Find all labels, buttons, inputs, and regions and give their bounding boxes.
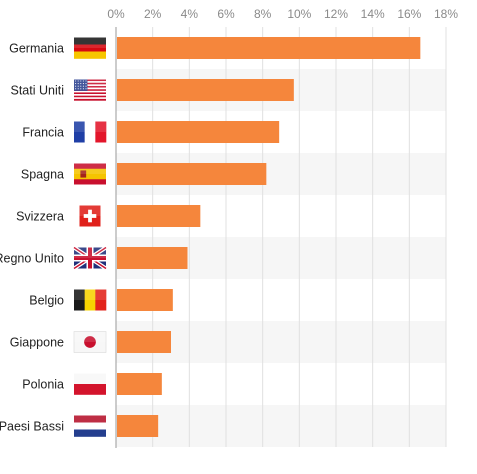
category-label: Francia bbox=[22, 126, 64, 140]
category-label: Polonia bbox=[22, 378, 64, 392]
category-labels: Germania Stati Uniti Francia Spagna Svizzera… bbox=[0, 42, 64, 434]
flag-france-icon bbox=[74, 121, 107, 143]
category-label: Regno Unito bbox=[0, 252, 64, 266]
x-tick-label: 10% bbox=[287, 7, 311, 21]
bar-regno-unito bbox=[117, 247, 188, 269]
category-label: Giappone bbox=[10, 336, 64, 350]
category-label: Svizzera bbox=[16, 210, 64, 224]
x-tick-label: 4% bbox=[181, 7, 199, 21]
flag-uk-icon bbox=[72, 245, 108, 271]
bar-svizzera bbox=[117, 205, 201, 227]
category-label: Paesi Bassi bbox=[0, 420, 64, 434]
bar-francia bbox=[117, 121, 280, 143]
row-bands bbox=[116, 69, 446, 447]
flag-poland-icon bbox=[74, 373, 106, 395]
category-label: Germania bbox=[9, 42, 64, 56]
bar-giappone bbox=[117, 331, 171, 353]
x-tick-label: 18% bbox=[434, 7, 458, 21]
bar-paesi-bassi bbox=[117, 415, 159, 437]
flag-usa-icon bbox=[74, 79, 106, 101]
bars bbox=[117, 37, 421, 437]
flag-netherlands-icon bbox=[74, 415, 106, 437]
x-tick-label: 8% bbox=[254, 7, 272, 21]
flag-germany-icon bbox=[74, 37, 106, 59]
x-axis-ticks: 0% 2% 4% 6% 8% 10% 12% 14% 16% 18% bbox=[107, 7, 458, 21]
bar-belgio bbox=[117, 289, 173, 311]
x-tick-label: 16% bbox=[397, 7, 421, 21]
flags bbox=[72, 37, 108, 437]
bar-germania bbox=[117, 37, 421, 59]
x-tick-label: 6% bbox=[217, 7, 235, 21]
x-tick-label: 14% bbox=[361, 7, 385, 21]
x-tick-label: 2% bbox=[144, 7, 162, 21]
flag-switzerland-icon bbox=[74, 205, 106, 227]
category-label: Belgio bbox=[29, 294, 64, 308]
flag-japan-icon bbox=[73, 331, 107, 353]
flag-belgium-icon bbox=[74, 289, 107, 311]
bar-polonia bbox=[117, 373, 162, 395]
bar-spagna bbox=[117, 163, 267, 185]
row-band bbox=[116, 405, 446, 447]
category-label: Stati Uniti bbox=[11, 84, 65, 98]
flag-spain-icon bbox=[74, 163, 106, 185]
category-label: Spagna bbox=[21, 168, 64, 182]
x-tick-label: 12% bbox=[324, 7, 348, 21]
bar-stati-uniti bbox=[117, 79, 294, 101]
x-tick-label: 0% bbox=[107, 7, 125, 21]
